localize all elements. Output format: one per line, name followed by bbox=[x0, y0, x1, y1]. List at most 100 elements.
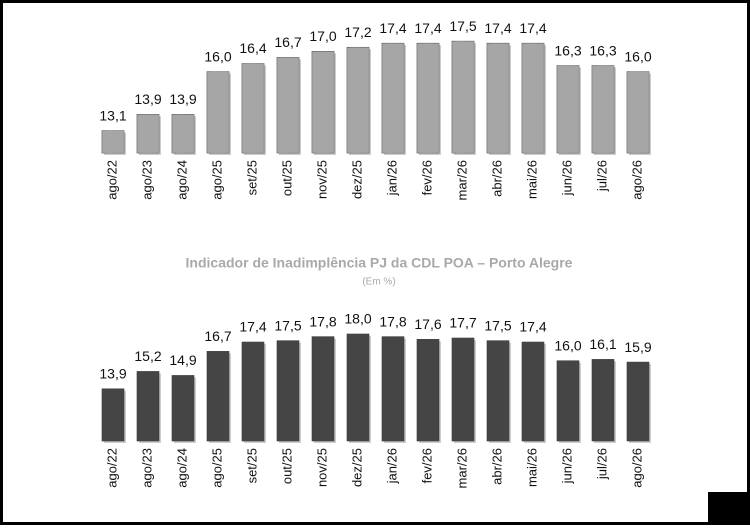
x-tick-label: nov/25 bbox=[314, 160, 329, 199]
bar-sheen bbox=[417, 43, 439, 154]
x-tick-label: ago/24 bbox=[174, 160, 189, 200]
value-label: 16,0 bbox=[554, 337, 581, 353]
bar-sheen bbox=[242, 63, 264, 153]
bar-sheen bbox=[312, 336, 334, 441]
value-label: 17,7 bbox=[449, 315, 476, 331]
bar-sheen bbox=[557, 360, 579, 441]
value-label: 17,6 bbox=[414, 316, 441, 332]
x-tick-label: mar/26 bbox=[454, 160, 469, 200]
bar-sheen bbox=[172, 114, 194, 153]
value-label: 16,0 bbox=[624, 48, 651, 64]
x-tick-label: dez/25 bbox=[349, 160, 364, 199]
bar-sheen bbox=[312, 51, 334, 154]
x-tick-label: ago/23 bbox=[139, 448, 154, 488]
bar-sheen bbox=[347, 47, 369, 154]
value-label: 17,4 bbox=[519, 319, 546, 335]
x-tick-label: abr/26 bbox=[489, 160, 504, 197]
bar-sheen bbox=[347, 334, 369, 441]
chart-title: Indicador de Inadimplência PJ da CDL POA… bbox=[186, 255, 573, 271]
value-label: 17,5 bbox=[274, 317, 301, 333]
x-tick-label: mar/26 bbox=[454, 448, 469, 488]
x-tick-label: abr/26 bbox=[489, 448, 504, 485]
bar-sheen bbox=[102, 388, 124, 441]
x-tick-label: mai/26 bbox=[524, 448, 539, 487]
bar-sheen bbox=[557, 65, 579, 153]
x-tick-label: nov/25 bbox=[314, 448, 329, 487]
x-tick-label: ago/22 bbox=[104, 160, 119, 200]
value-label: 13,9 bbox=[134, 91, 161, 107]
value-label: 14,9 bbox=[169, 352, 196, 368]
value-label: 17,4 bbox=[484, 20, 511, 36]
bar-sheen bbox=[172, 375, 194, 441]
value-label: 17,4 bbox=[414, 20, 441, 36]
bar-sheen bbox=[522, 43, 544, 154]
x-tick-label: out/25 bbox=[279, 448, 294, 484]
value-label: 17,4 bbox=[379, 20, 406, 36]
value-label: 17,5 bbox=[449, 18, 476, 34]
value-label: 17,5 bbox=[484, 317, 511, 333]
bar-sheen bbox=[627, 71, 649, 153]
bar-sheen bbox=[522, 342, 544, 441]
bar-sheen bbox=[592, 65, 614, 153]
x-tick-label: ago/26 bbox=[629, 160, 644, 200]
x-tick-label: jul/26 bbox=[594, 448, 609, 480]
x-tick-label: ago/24 bbox=[174, 448, 189, 488]
bar-sheen bbox=[417, 339, 439, 441]
bar-sheen bbox=[207, 351, 229, 441]
value-label: 15,9 bbox=[624, 339, 651, 355]
value-label: 16,7 bbox=[274, 34, 301, 50]
value-label: 13,1 bbox=[99, 107, 126, 123]
value-label: 13,9 bbox=[99, 366, 126, 382]
value-label: 17,0 bbox=[309, 28, 336, 44]
bar-sheen bbox=[242, 342, 264, 441]
value-label: 16,3 bbox=[589, 42, 616, 58]
x-tick-label: jan/26 bbox=[384, 448, 399, 484]
x-tick-label: ago/26 bbox=[629, 448, 644, 488]
value-label: 13,9 bbox=[169, 91, 196, 107]
x-tick-label: set/25 bbox=[244, 448, 259, 483]
value-label: 16,0 bbox=[204, 48, 231, 64]
value-label: 15,2 bbox=[134, 348, 161, 364]
bar-sheen bbox=[102, 130, 124, 153]
bar-sheen bbox=[452, 338, 474, 441]
value-label: 17,8 bbox=[309, 313, 336, 329]
value-label: 16,1 bbox=[589, 336, 616, 352]
corner-block bbox=[708, 492, 750, 525]
value-label: 17,8 bbox=[379, 313, 406, 329]
x-tick-label: jun/26 bbox=[559, 160, 574, 196]
value-label: 16,7 bbox=[204, 328, 231, 344]
x-tick-label: jun/26 bbox=[559, 448, 574, 484]
bar-sheen bbox=[452, 41, 474, 153]
bar-sheen bbox=[487, 43, 509, 154]
x-tick-label: ago/23 bbox=[139, 160, 154, 200]
value-label: 16,4 bbox=[239, 40, 266, 56]
x-tick-label: ago/25 bbox=[209, 160, 224, 200]
chart-subtitle: (Em %) bbox=[362, 277, 395, 288]
value-label: 17,4 bbox=[239, 319, 266, 335]
x-tick-label: dez/25 bbox=[349, 448, 364, 487]
x-tick-label: jul/26 bbox=[594, 160, 609, 192]
bar-sheen bbox=[487, 340, 509, 441]
bar-sheen bbox=[277, 340, 299, 441]
value-label: 18,0 bbox=[344, 311, 371, 327]
x-tick-label: fev/26 bbox=[419, 448, 434, 483]
bar-sheen bbox=[137, 371, 159, 441]
bar-sheen bbox=[277, 57, 299, 153]
x-tick-label: ago/22 bbox=[104, 448, 119, 488]
value-label: 17,4 bbox=[519, 20, 546, 36]
bar-sheen bbox=[382, 43, 404, 154]
x-tick-label: ago/25 bbox=[209, 448, 224, 488]
x-tick-label: fev/26 bbox=[419, 160, 434, 195]
bar-sheen bbox=[382, 336, 404, 441]
bar-sheen bbox=[592, 359, 614, 441]
x-tick-label: set/25 bbox=[244, 160, 259, 195]
x-tick-label: jan/26 bbox=[384, 160, 399, 196]
bar-sheen bbox=[137, 114, 159, 153]
value-label: 16,3 bbox=[554, 42, 581, 58]
x-tick-label: out/25 bbox=[279, 160, 294, 196]
bar-sheen bbox=[207, 71, 229, 153]
bar-sheen bbox=[627, 362, 649, 441]
x-tick-label: mai/26 bbox=[524, 160, 539, 199]
value-label: 17,2 bbox=[344, 24, 371, 40]
